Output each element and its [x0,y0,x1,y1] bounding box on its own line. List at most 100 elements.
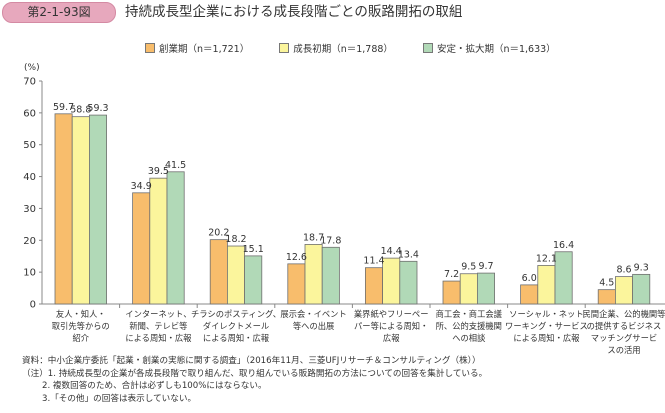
legend-label-early-growth: 成長初期（n＝1,788） [293,44,393,55]
legend-label-founding: 創業期（n＝1,721） [159,44,250,55]
bar [304,244,323,305]
category-label: マッチングサービ [591,333,657,343]
bar [597,289,616,305]
bar [476,272,495,305]
category-label: による周知・広報 [125,333,192,343]
data-label: 12.6 [286,252,307,263]
data-label: 8.6 [616,265,631,276]
note-2: 2. 複数回答のため、合計は必ずしも100%にはならない。 [42,381,267,391]
y-tick-label: 70 [23,77,36,88]
figure-number-badge: 第2-1-93図 [2,2,116,23]
category-label: 等への出展 [293,321,335,331]
data-label: 16.4 [553,240,574,251]
category-label: の提供するビジネス [587,321,662,331]
data-label: 18.7 [303,232,324,243]
bar-chart: (%) 0 10 20 30 40 50 60 70 59.758.859.3 34.9 39.5… [23,63,665,355]
bar [166,171,185,305]
legend-item-early-growth: 成長初期（n＝1,788） [279,41,393,55]
y-tick-label: 0 [30,300,36,311]
category-label: への相談 [452,333,486,343]
category-label: チラシのポスティング、 [191,309,281,319]
category-label: 取引先等からの [52,321,110,331]
category-label: 友人・知人・ [56,309,106,319]
data-label: 34.9 [131,181,152,192]
category-label: 紹介 [72,333,89,343]
bar [364,267,383,305]
note-3: 3.「その他」の回答は表示していない。 [42,393,197,404]
data-label: 9.7 [478,261,493,272]
data-label: 9.3 [634,262,649,273]
y-axis-unit-label: (%) [24,63,40,73]
category-label: による周知・広報 [203,333,270,343]
bar [209,239,228,305]
data-label: 41.5 [165,160,186,171]
data-label: 7.2 [444,269,459,280]
data-label: 14.4 [381,246,402,257]
data-label: 4.5 [599,278,614,289]
legend-label-stable-expansion: 安定・拡大期（n＝1,633） [436,44,556,55]
category-label: 民間企業、公的機関等 [583,309,665,319]
data-label: 58.8 [70,105,91,116]
bar [71,116,90,305]
bar [615,276,634,305]
category-label: ワーキング・サービス [505,321,588,331]
bar [382,257,401,305]
data-label: 13.4 [398,249,419,260]
bar [554,251,573,305]
category-label: 展示会・イベント [280,309,346,319]
bar [149,177,168,305]
category-label: 新聞、テレビ等 [129,321,187,331]
category-label: 所、公的支援機関 [436,321,502,331]
data-label: 18.2 [225,234,246,245]
bar [321,246,340,305]
category-label: 商工会・商工会議 [436,309,503,319]
y-tick-label: 10 [23,268,36,279]
data-label: 15.1 [243,244,264,255]
chart-title: 持続成長型企業における成長段階ごとの販路開拓の取組 [125,4,463,20]
legend-swatch-founding [145,43,155,53]
legend-swatch-stable-expansion [422,43,433,53]
category-label: ダイレクトメール [203,321,269,331]
bar [399,260,418,305]
category-label: パー等による周知・ [354,321,428,331]
data-label: 20.2 [208,228,229,239]
bar [459,273,478,305]
bar [54,113,73,305]
data-label: 9.5 [461,262,476,273]
legend: 創業期（n＝1,721） 成長初期（n＝1,788） 安定・拡大期（n＝1,63… [145,41,556,55]
source-note: 資料：中小企業庁委託「起業・創業の実態に関する調査」（2016年11月、三菱UF… [22,356,481,366]
y-tick-label: 60 [23,108,36,119]
category-label: スの活用 [607,345,640,355]
bar [287,263,306,305]
category-label: による周知・広報 [513,333,580,343]
bar [537,265,556,305]
note-1: （注）1. 持続成長型の企業が各成長段階で取り組んだ、取り組んでいる販路開拓の方… [22,368,488,379]
legend-item-stable-expansion: 安定・拡大期（n＝1,633） [422,41,556,55]
bars [54,113,651,305]
data-label: 6.0 [522,273,537,284]
bar [632,273,651,305]
data-label: 11.4 [363,256,384,267]
y-tick-label: 50 [23,140,36,151]
notes: 資料：中小企業庁委託「起業・創業の実態に関する調査」（2016年11月、三菱UF… [22,355,487,405]
category-label: 広報 [383,333,400,343]
bar [520,284,539,305]
legend-swatch-early-growth [279,43,290,53]
y-tick-label: 40 [23,172,36,183]
bar [132,192,151,305]
category-label: インターネット、 [125,309,191,319]
data-label: 12.1 [536,253,557,264]
y-tick-label: 20 [23,236,36,247]
data-label: 59.3 [87,103,108,114]
data-label: 17.8 [320,235,341,246]
y-tick-label: 30 [23,204,36,215]
bar [89,114,108,305]
category-label: ソーシャル・ネット [509,309,584,319]
data-label: 59.7 [53,102,74,113]
bar [442,280,461,305]
bar [244,255,263,305]
category-label: 業界紙やフリーペー [354,309,429,319]
data-labels: 59.758.859.3 34.9 39.541.5 20.218.215.1 12.6… [53,102,649,289]
legend-item-founding: 創業期（n＝1,721） [145,41,249,55]
